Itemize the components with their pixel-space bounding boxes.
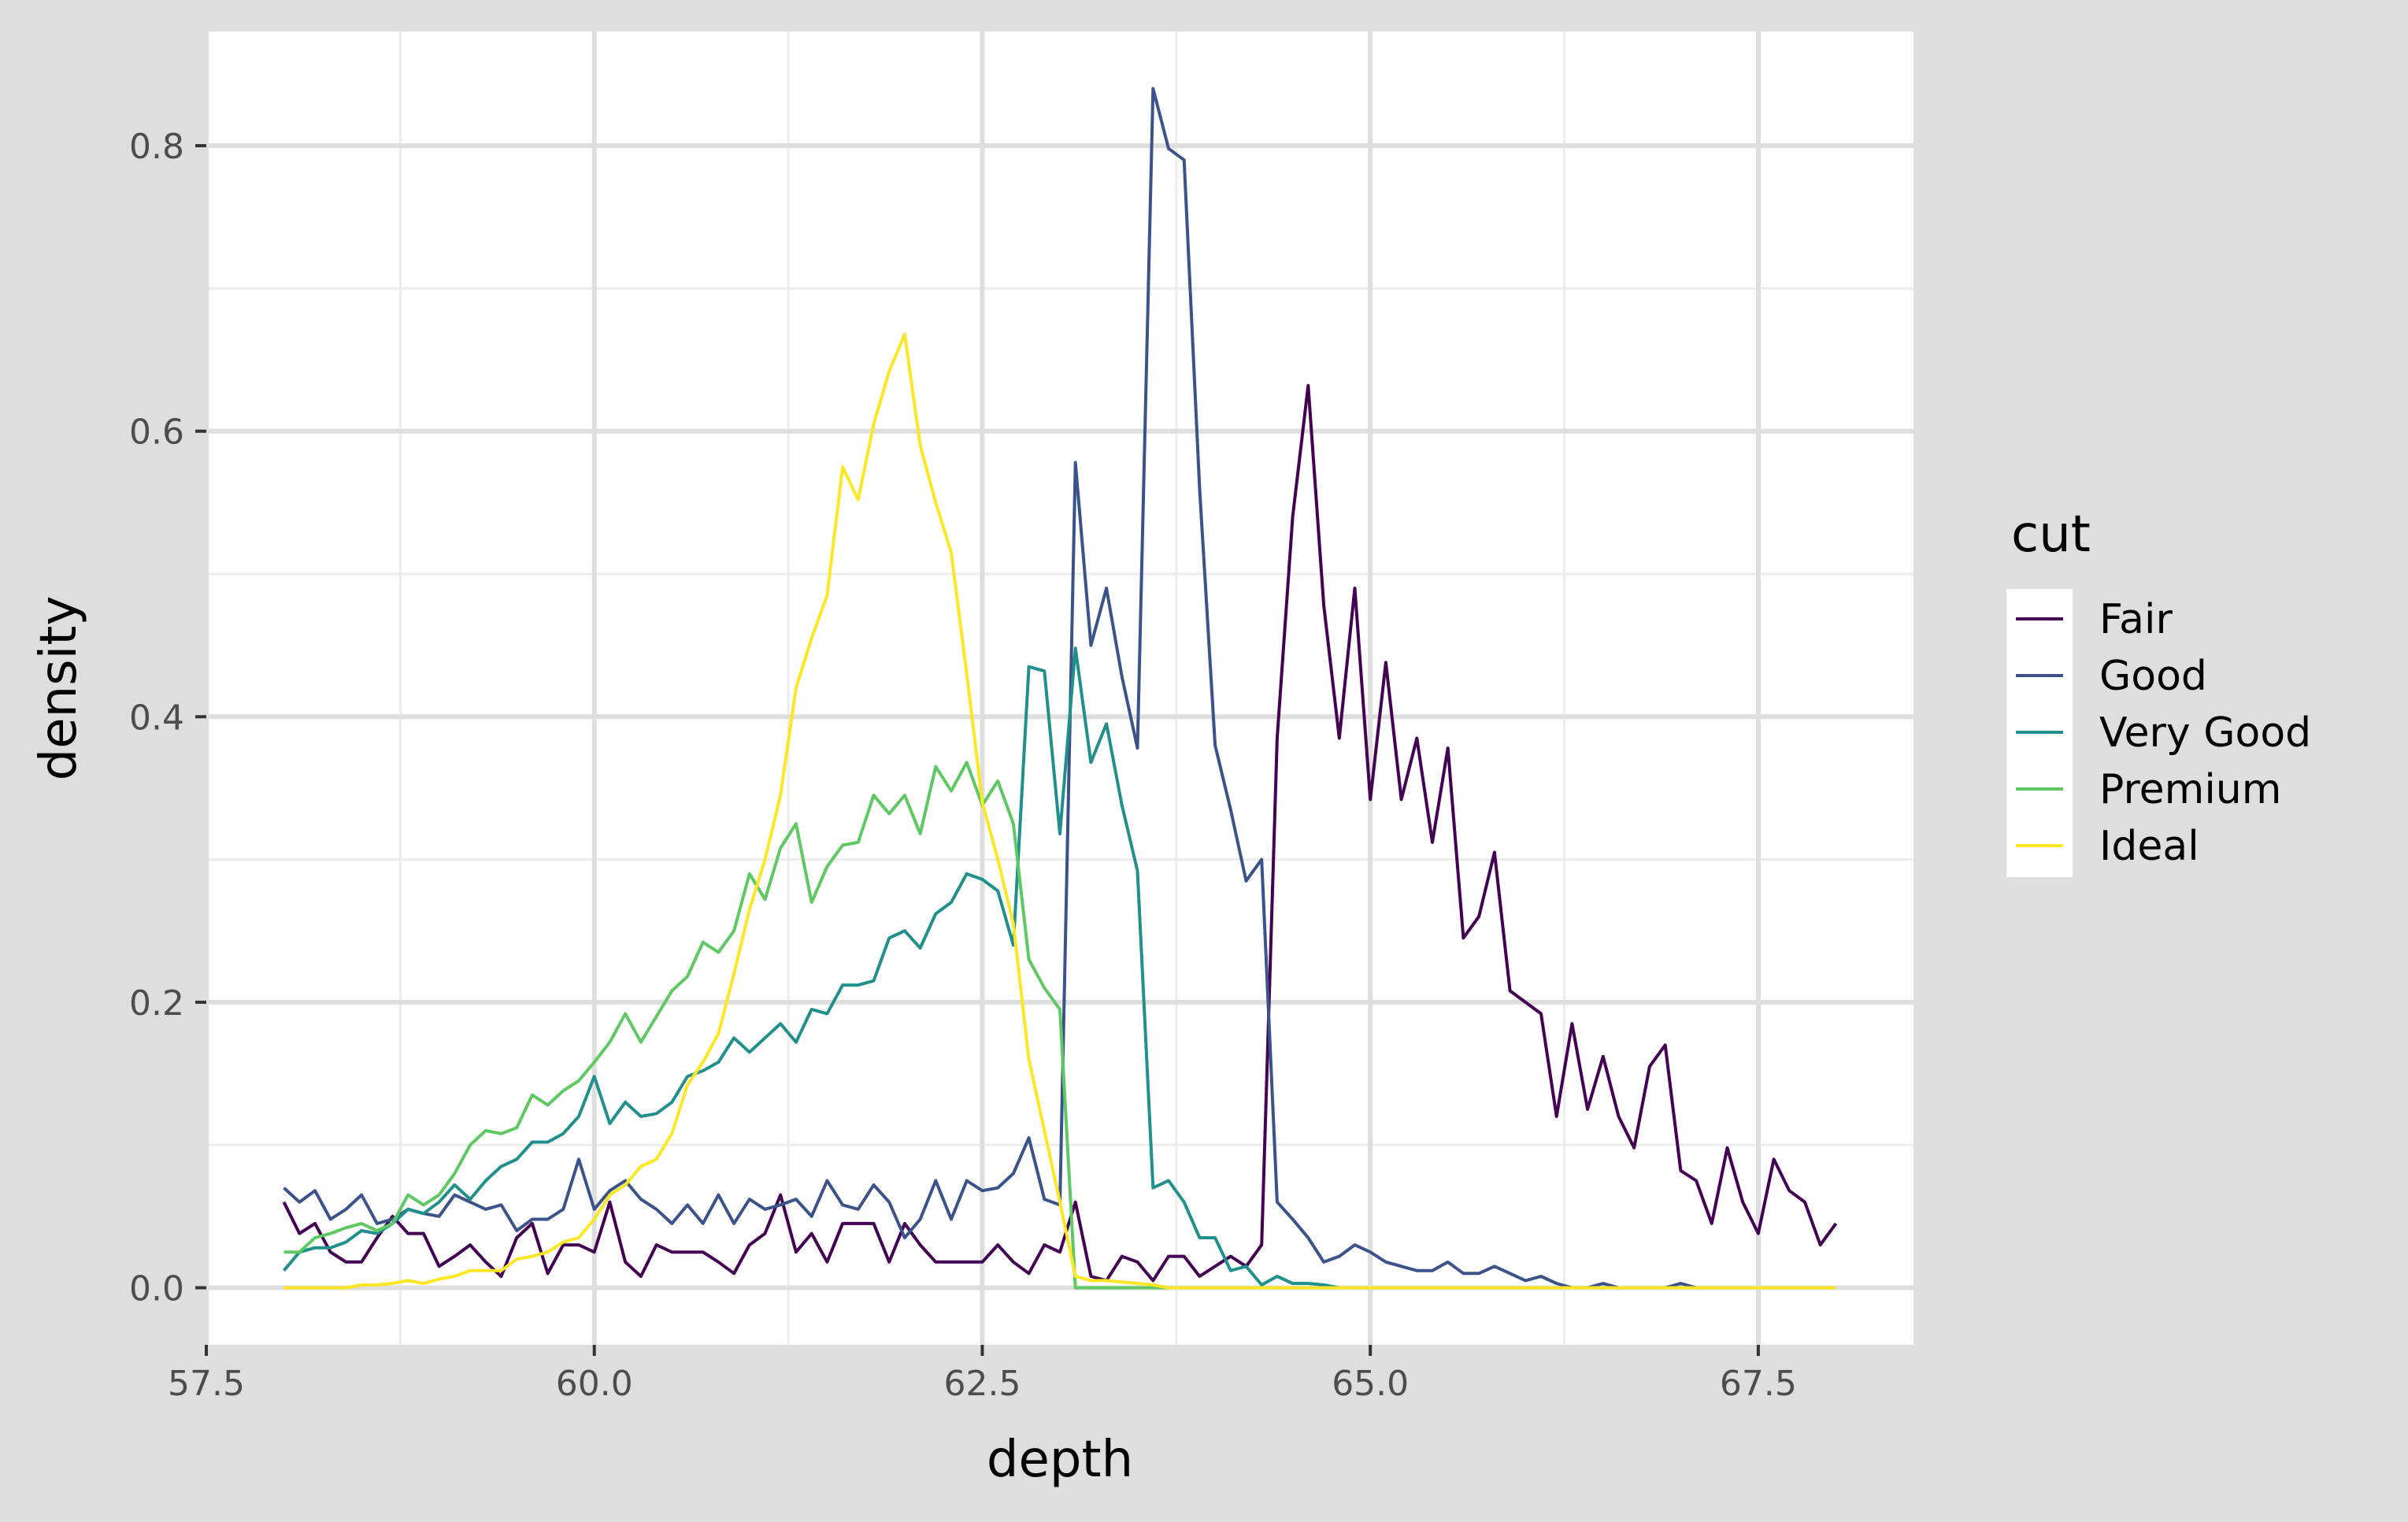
plot-panel xyxy=(206,31,1913,1345)
legend-label-ideal: Ideal xyxy=(2099,823,2199,870)
grid-lines xyxy=(204,31,1913,1345)
x-tick-label: 67.5 xyxy=(1720,1364,1797,1404)
y-tick-label: 0.4 xyxy=(129,698,184,738)
legend: cut Fair Good Very Good Premium Ideal xyxy=(2006,505,2311,877)
legend-title: cut xyxy=(2011,505,2091,564)
y-tick-label: 0.8 xyxy=(129,127,184,167)
y-tick-label: 0.6 xyxy=(129,413,184,453)
series-line-premium xyxy=(283,761,1836,1290)
x-axis-title: depth xyxy=(987,1431,1133,1489)
series-line-ideal xyxy=(283,332,1836,1290)
legend-label-premium: Premium xyxy=(2099,766,2281,813)
y-tick-label: 0.0 xyxy=(129,1268,184,1309)
axes: 57.5 60.0 62.5 65.0 67.5 0.0 0.2 0.4 0.6 0.8 xyxy=(129,127,1797,1404)
series-line-fair xyxy=(282,383,1838,1283)
x-tick-label: 57.5 xyxy=(168,1364,245,1404)
series-line-very-good xyxy=(282,646,1836,1290)
x-tick-label: 62.5 xyxy=(943,1364,1021,1404)
x-tick-label: 60.0 xyxy=(556,1364,633,1404)
series-lines xyxy=(282,87,1838,1290)
legend-label-fair: Fair xyxy=(2099,596,2173,643)
legend-label-very-good: Very Good xyxy=(2099,709,2311,757)
legend-label-good: Good xyxy=(2099,653,2207,700)
y-tick-label: 0.2 xyxy=(129,983,184,1024)
y-axis-title: density xyxy=(30,596,88,781)
x-tick-label: 65.0 xyxy=(1332,1364,1409,1404)
legend-items: Fair Good Very Good Premium Ideal xyxy=(2016,596,2311,870)
